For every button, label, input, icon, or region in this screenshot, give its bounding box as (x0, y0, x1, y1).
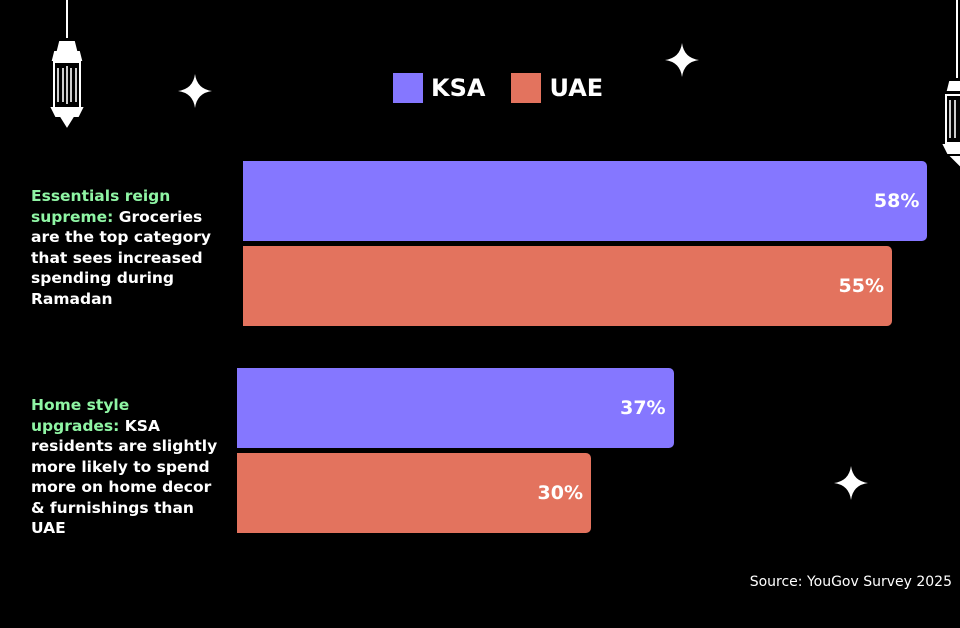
legend-label-uae: UAE (549, 74, 604, 102)
lantern-icon (942, 0, 960, 167)
legend-swatch-ksa (393, 73, 423, 103)
lantern-icon (50, 0, 84, 128)
category-description: Groceries are the top category that sees… (31, 207, 211, 308)
sparkle-icon (178, 74, 212, 108)
legend-item-uae: UAE (511, 73, 603, 103)
bar-value-label: 30% (537, 482, 583, 504)
legend-item-ksa: KSA (393, 73, 485, 103)
bar-ksa-2: 37% (237, 368, 674, 448)
bar-uae-2: 30% (237, 453, 591, 533)
bar-ksa-1: 58% (243, 161, 928, 241)
category-highlight: Home style upgrades: (31, 396, 130, 435)
bar-value-label: 37% (620, 397, 666, 419)
category-label-home-decor: Home style upgrades: KSA residents are s… (31, 395, 221, 539)
category-label-groceries: Essentials reign supreme: Groceries are … (31, 186, 221, 309)
sparkle-icon (665, 43, 699, 77)
category-highlight: Essentials reign supreme: (31, 187, 171, 226)
category-description: KSA residents are slightly more likely t… (31, 416, 218, 538)
legend-swatch-uae (511, 73, 542, 103)
source-note: Source: YouGov Survey 2025 (749, 574, 952, 590)
bar-uae-1: 55% (243, 246, 892, 326)
sparkle-icon (834, 466, 868, 500)
bar-value-label: 58% (873, 190, 920, 212)
legend: KSA UAE (393, 73, 629, 103)
legend-label-ksa: KSA (431, 74, 486, 102)
bar-value-label: 55% (838, 275, 884, 297)
